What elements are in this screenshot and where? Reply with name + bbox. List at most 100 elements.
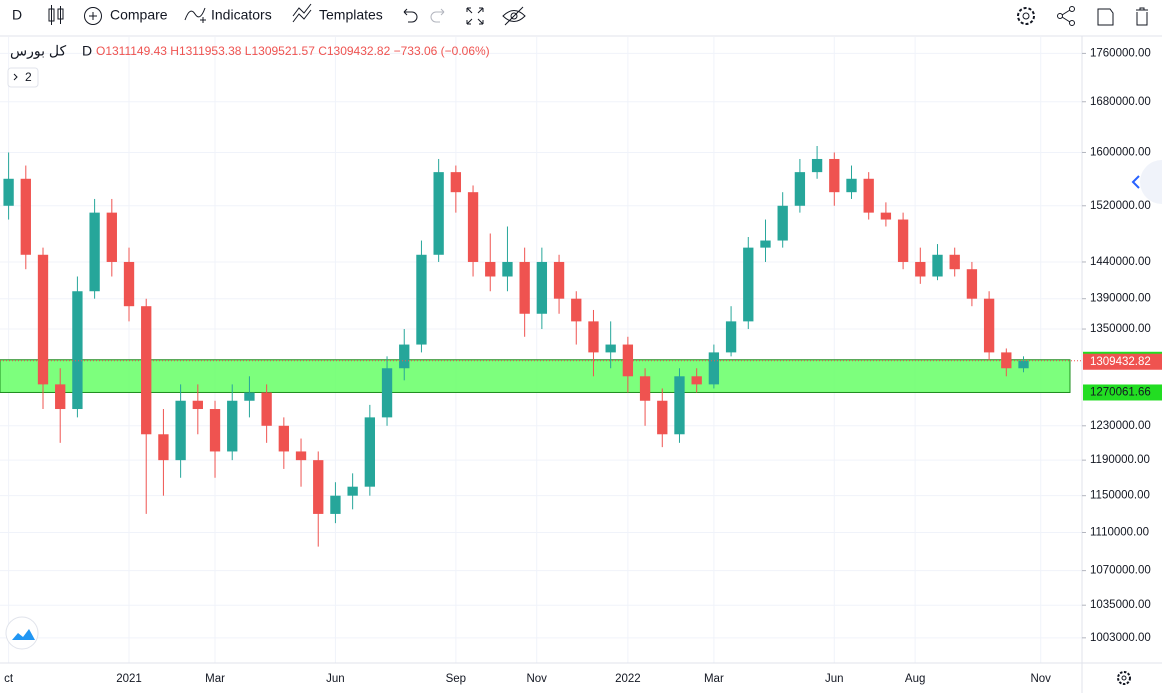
x-tick-label: Mar <box>205 673 225 685</box>
x-tick-label: Nov <box>1030 673 1051 685</box>
y-tick-label: 1035000.00 <box>1090 599 1151 611</box>
y-tick-label: 1600000.00 <box>1090 146 1151 158</box>
toolbar-bg <box>0 0 1162 36</box>
delete-button[interactable] <box>1136 7 1148 26</box>
candle-body <box>743 247 754 322</box>
candle-body <box>674 376 685 435</box>
candle-body <box>880 212 892 220</box>
legend-interval: D <box>82 43 92 59</box>
candle-body <box>244 392 255 401</box>
indicator-count: 2 <box>25 70 32 84</box>
candle-body <box>708 352 720 385</box>
indicators-button[interactable]: Indicators <box>184 7 272 23</box>
y-tick-label: 1390000.00 <box>1090 293 1151 305</box>
candle-body <box>519 261 530 314</box>
candle-body <box>106 212 117 262</box>
candle-body <box>725 321 737 353</box>
y-tick-label: 1150000.00 <box>1090 490 1150 502</box>
candle-body <box>1001 352 1012 369</box>
templates-button[interactable]: Templates <box>292 3 383 23</box>
candle-body <box>261 392 272 426</box>
indicators-label: Indicators <box>211 7 272 23</box>
y-tick-label: 1070000.00 <box>1090 565 1151 577</box>
candle-body <box>416 254 427 345</box>
chart-type-button[interactable] <box>48 5 64 25</box>
candle-body <box>381 368 393 418</box>
x-tick-label: Nov <box>526 673 547 685</box>
hide-button[interactable] <box>502 6 526 26</box>
settings-button[interactable] <box>1017 7 1035 25</box>
candle-body <box>364 417 376 487</box>
candle-body <box>553 261 565 299</box>
fullscreen-button[interactable] <box>466 7 484 25</box>
candle-body <box>536 261 548 314</box>
candle-body <box>915 261 926 277</box>
symbol-title: کل بورس <box>10 43 66 60</box>
plot <box>0 37 1082 663</box>
layout-button[interactable] <box>1097 8 1114 26</box>
candle-body <box>399 344 410 369</box>
candle-body <box>141 306 152 435</box>
price-axis: 1760000.00 1680000.00 1600000.00 1520000.00… <box>1082 47 1162 644</box>
compare-button[interactable]: Compare <box>84 7 168 25</box>
candle-body <box>209 409 221 452</box>
y-tick-label: 1350000.00 <box>1090 323 1151 335</box>
candle-body <box>949 254 960 270</box>
y-tick-label: 1520000.00 <box>1090 200 1151 212</box>
y-tick-label: 1230000.00 <box>1090 420 1151 432</box>
y-tick-label: 1110000.00 <box>1090 527 1149 539</box>
candle-body <box>89 212 100 292</box>
candle-body <box>863 178 874 213</box>
candle-body <box>227 400 238 452</box>
x-tick-label: Mar <box>704 673 724 685</box>
compare-label: Compare <box>110 7 168 23</box>
y-tick-label: 1440000.00 <box>1090 256 1151 268</box>
x-tick-label: 2022 <box>615 673 641 685</box>
y-tick-label: 1680000.00 <box>1090 96 1151 108</box>
y-tick-label: 1190000.00 <box>1090 454 1150 466</box>
x-tick-label: Sep <box>446 673 466 685</box>
last-price-label-bg <box>1083 353 1162 370</box>
logo[interactable] <box>5 616 39 650</box>
scroll-tab[interactable] <box>1131 160 1162 204</box>
candle-body <box>639 376 651 401</box>
candle-body <box>330 495 341 514</box>
share-button[interactable] <box>1057 6 1075 26</box>
y-tick-label: 1760000.00 <box>1090 47 1151 59</box>
candle-body <box>433 172 444 255</box>
toolbar: D Compare Indicators Templates <box>0 0 1162 37</box>
ohlc-values: O1311149.43 H1311953.38 L1309521.57 C130… <box>96 44 490 58</box>
last-price-label: 1309432.82 <box>1090 356 1151 368</box>
candle-body <box>3 178 14 206</box>
x-tick-label: 2021 <box>116 673 142 685</box>
undo-button[interactable] <box>403 8 418 23</box>
candle-body <box>55 384 66 410</box>
candle-body <box>295 451 307 461</box>
candle-body <box>657 400 668 435</box>
x-tick-label: Jun <box>326 673 345 685</box>
candle-body <box>37 254 49 385</box>
candle-body <box>467 192 479 262</box>
candle-body <box>1018 360 1029 369</box>
candle-body <box>158 434 169 461</box>
candle-body <box>811 158 823 173</box>
candle-body <box>605 344 616 353</box>
candle-body <box>502 261 513 277</box>
interval-button[interactable]: D <box>12 7 22 23</box>
candle-body <box>313 460 324 514</box>
y-tick-label: 1003000.00 <box>1090 632 1151 644</box>
candle-body <box>347 486 358 496</box>
candle-body <box>588 321 599 353</box>
candle-body <box>932 254 943 277</box>
axis-settings-button[interactable] <box>1117 671 1131 685</box>
candle-body <box>794 172 806 206</box>
candle-body <box>829 158 840 193</box>
candle-body <box>983 298 995 353</box>
x-tick-label: Jun <box>825 673 844 685</box>
candle-body <box>777 205 788 241</box>
candle-body <box>175 400 186 461</box>
candle-body <box>897 219 909 262</box>
indicators-toggle[interactable]: 2 <box>7 67 39 88</box>
redo-button[interactable] <box>430 8 445 23</box>
